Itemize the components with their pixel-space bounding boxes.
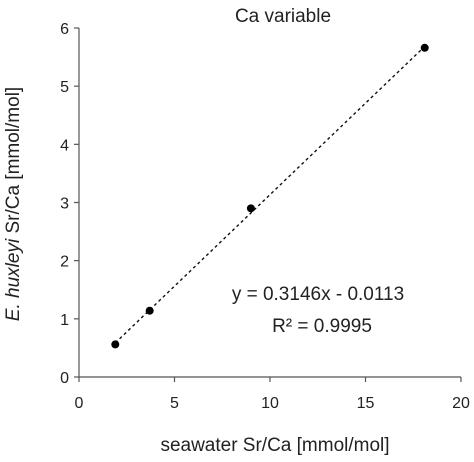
ticks: 0 1 2 3 4 5 6 0 5 10 15 20 [60,21,470,412]
x-tick-label: 15 [357,395,375,412]
chart-title: Ca variable [235,6,331,27]
r-squared-label: R² = 0.9995 [272,316,372,337]
y-tick-label: 2 [60,254,69,271]
y-axis-title-italic: E. huxleyi [3,238,24,321]
y-axis-title: E. huxleyi Sr/Ca [mmol/mol] [3,87,24,321]
data-point [420,43,429,52]
x-tick-label: 0 [75,395,84,412]
y-tick-label: 3 [60,196,69,213]
data-points [111,43,429,349]
y-tick-label: 6 [60,21,69,38]
x-tick-label: 5 [170,395,179,412]
y-axis-title-rest: Sr/Ca [mmol/mol] [3,87,24,239]
data-point [246,204,255,213]
y-tick-label: 5 [60,79,69,96]
axes [78,28,461,378]
data-point [145,306,154,315]
x-axis-title: seawater Sr/Ca [mmol/mol] [160,435,389,456]
x-tick-label: 10 [261,395,279,412]
trendline-equation: y = 0.3146x - 0.0113 [232,284,404,305]
y-tick-label: 0 [60,370,69,387]
y-tick-label: 1 [60,312,69,329]
x-tick-label: 20 [452,395,470,412]
y-tick-label: 4 [60,137,69,154]
data-point [111,340,120,349]
